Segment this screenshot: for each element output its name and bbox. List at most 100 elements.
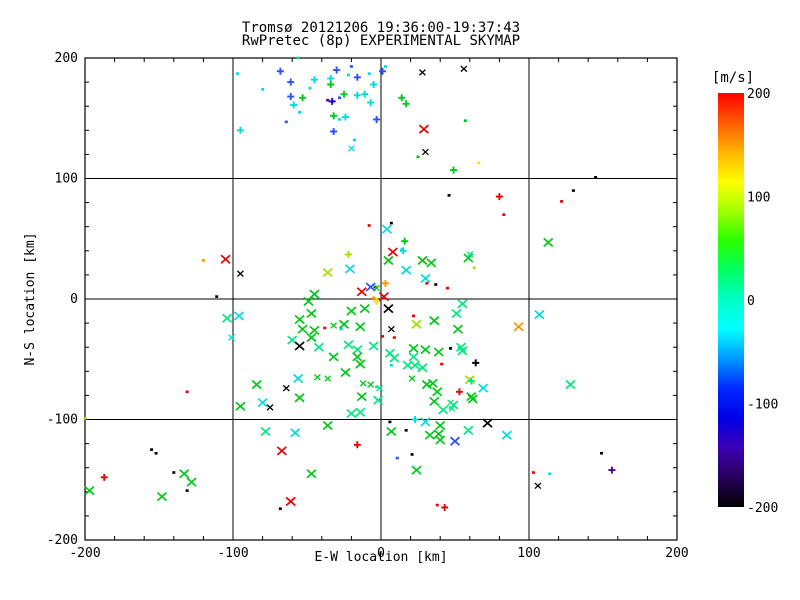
data-point bbox=[154, 451, 158, 455]
y-tick-label: 100 bbox=[55, 172, 78, 187]
data-point bbox=[460, 65, 468, 73]
data-point bbox=[435, 435, 446, 445]
data-point bbox=[571, 189, 575, 192]
data-point bbox=[466, 251, 474, 258]
colorbar-tick-label: -200 bbox=[747, 501, 778, 516]
data-point bbox=[322, 267, 333, 278]
data-point bbox=[352, 344, 363, 355]
data-point bbox=[424, 430, 435, 440]
data-point bbox=[293, 373, 304, 384]
data-point bbox=[368, 341, 379, 351]
data-point bbox=[313, 342, 324, 352]
data-point bbox=[333, 66, 341, 74]
data-point bbox=[381, 224, 392, 234]
data-point bbox=[365, 282, 376, 292]
data-point bbox=[172, 471, 176, 474]
data-point bbox=[408, 352, 419, 362]
data-point bbox=[448, 405, 456, 412]
data-point bbox=[308, 86, 312, 90]
data-point bbox=[383, 255, 394, 266]
data-point bbox=[287, 78, 295, 86]
data-point bbox=[433, 347, 444, 357]
data-point bbox=[285, 496, 296, 507]
data-point bbox=[386, 426, 397, 437]
data-point bbox=[452, 324, 464, 334]
data-point bbox=[457, 299, 468, 309]
data-point bbox=[408, 343, 419, 354]
data-point bbox=[344, 250, 352, 258]
data-point bbox=[290, 101, 298, 109]
data-point bbox=[457, 346, 468, 356]
data-point bbox=[450, 166, 458, 174]
colorbar-gradient bbox=[718, 93, 744, 507]
data-point bbox=[404, 429, 408, 432]
data-point bbox=[402, 360, 413, 370]
data-point bbox=[548, 472, 552, 476]
data-point bbox=[400, 248, 404, 251]
data-point bbox=[346, 306, 357, 316]
data-point bbox=[330, 322, 338, 329]
colorbar-unit-label: [m/s] bbox=[711, 70, 755, 86]
data-point bbox=[306, 469, 317, 479]
data-point bbox=[388, 420, 392, 424]
data-point bbox=[426, 258, 437, 268]
data-point bbox=[327, 74, 335, 82]
data-point bbox=[352, 138, 356, 142]
data-point bbox=[376, 384, 383, 392]
data-point bbox=[421, 148, 429, 156]
data-point bbox=[420, 344, 431, 355]
y-tick-label: 200 bbox=[55, 51, 78, 66]
data-point bbox=[373, 284, 381, 292]
data-point bbox=[455, 388, 463, 396]
colorbar-tick-label: -100 bbox=[747, 398, 778, 413]
data-point bbox=[201, 259, 205, 262]
data-point bbox=[338, 319, 350, 329]
data-point bbox=[435, 503, 439, 507]
data-point bbox=[401, 237, 409, 245]
data-point bbox=[303, 296, 314, 307]
data-point bbox=[399, 247, 407, 255]
data-point bbox=[278, 507, 282, 510]
data-point bbox=[463, 425, 474, 435]
data-point bbox=[282, 384, 290, 392]
x-tick-label: 200 bbox=[665, 546, 688, 561]
data-point bbox=[502, 213, 506, 216]
data-point bbox=[402, 100, 410, 108]
x-tick-label: 0 bbox=[377, 546, 385, 561]
data-point bbox=[372, 296, 376, 300]
colorbar-tick-label: 200 bbox=[747, 87, 770, 102]
data-point bbox=[560, 200, 564, 203]
data-point bbox=[543, 237, 554, 248]
data-point bbox=[83, 416, 87, 420]
data-point bbox=[432, 387, 443, 397]
data-point bbox=[235, 72, 239, 75]
data-point bbox=[310, 76, 318, 84]
data-point bbox=[327, 81, 335, 89]
data-point bbox=[313, 374, 321, 381]
data-point bbox=[367, 381, 375, 388]
data-point bbox=[412, 314, 416, 318]
data-point bbox=[482, 418, 493, 428]
data-point bbox=[185, 489, 189, 492]
data-point bbox=[344, 264, 355, 274]
data-point bbox=[441, 503, 449, 511]
data-point bbox=[298, 110, 302, 114]
data-point bbox=[420, 417, 431, 427]
data-point bbox=[401, 265, 412, 275]
data-point bbox=[513, 322, 524, 332]
data-point bbox=[372, 395, 384, 405]
data-point bbox=[408, 375, 416, 382]
data-point bbox=[294, 341, 305, 351]
data-point bbox=[215, 295, 219, 298]
data-point bbox=[251, 379, 262, 390]
y-axis-label: N-S location [km] bbox=[23, 232, 38, 366]
data-point bbox=[495, 193, 503, 201]
figure-title-line2: RwPretec (8p) EXPERIMENTAL SKYMAP bbox=[241, 33, 521, 49]
x-tick-label: -200 bbox=[69, 546, 100, 561]
data-point bbox=[467, 394, 478, 404]
data-point bbox=[179, 469, 190, 479]
data-point bbox=[464, 375, 475, 385]
data-point bbox=[276, 446, 287, 456]
